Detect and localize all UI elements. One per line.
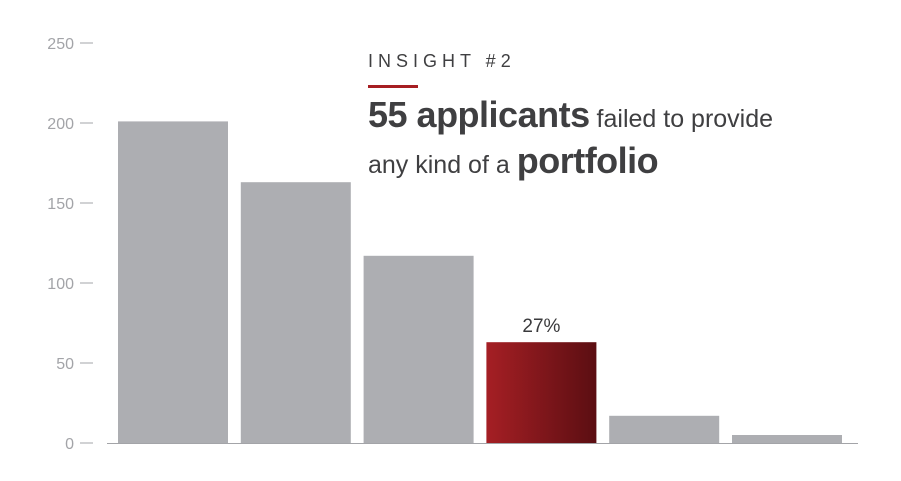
insight-callout: INSIGHT #2 55 applicants failed to provi…: [368, 50, 848, 188]
bar-series: [118, 121, 842, 444]
bar: [240, 182, 351, 443]
bar-data-label: 27%: [522, 316, 560, 337]
y-tick-label: 200: [47, 116, 74, 133]
headline-count: 55 applicants: [368, 94, 590, 135]
y-tick-label: 50: [56, 356, 74, 373]
accent-rule: [368, 85, 418, 88]
headline-text-1: failed to provide: [589, 105, 774, 133]
bar: [363, 255, 474, 443]
y-axis: 0 50 100 150 200 250: [47, 36, 93, 453]
insight-eyebrow: INSIGHT #2: [368, 51, 516, 71]
y-tick-label: 100: [47, 276, 74, 293]
bar: [609, 415, 720, 443]
headline-text-2: any kind of a: [368, 151, 517, 179]
y-tick-label: 150: [47, 196, 74, 213]
y-tick-label: 0: [65, 436, 74, 453]
headline-portfolio: portfolio: [516, 140, 659, 181]
bar-highlighted: [486, 342, 597, 443]
data-labels: 27%: [522, 316, 560, 337]
insight-headline: 55 applicants failed to provide any kind…: [368, 96, 848, 188]
bar: [732, 435, 842, 443]
y-tick-label: 250: [47, 36, 74, 53]
bar: [118, 121, 228, 444]
